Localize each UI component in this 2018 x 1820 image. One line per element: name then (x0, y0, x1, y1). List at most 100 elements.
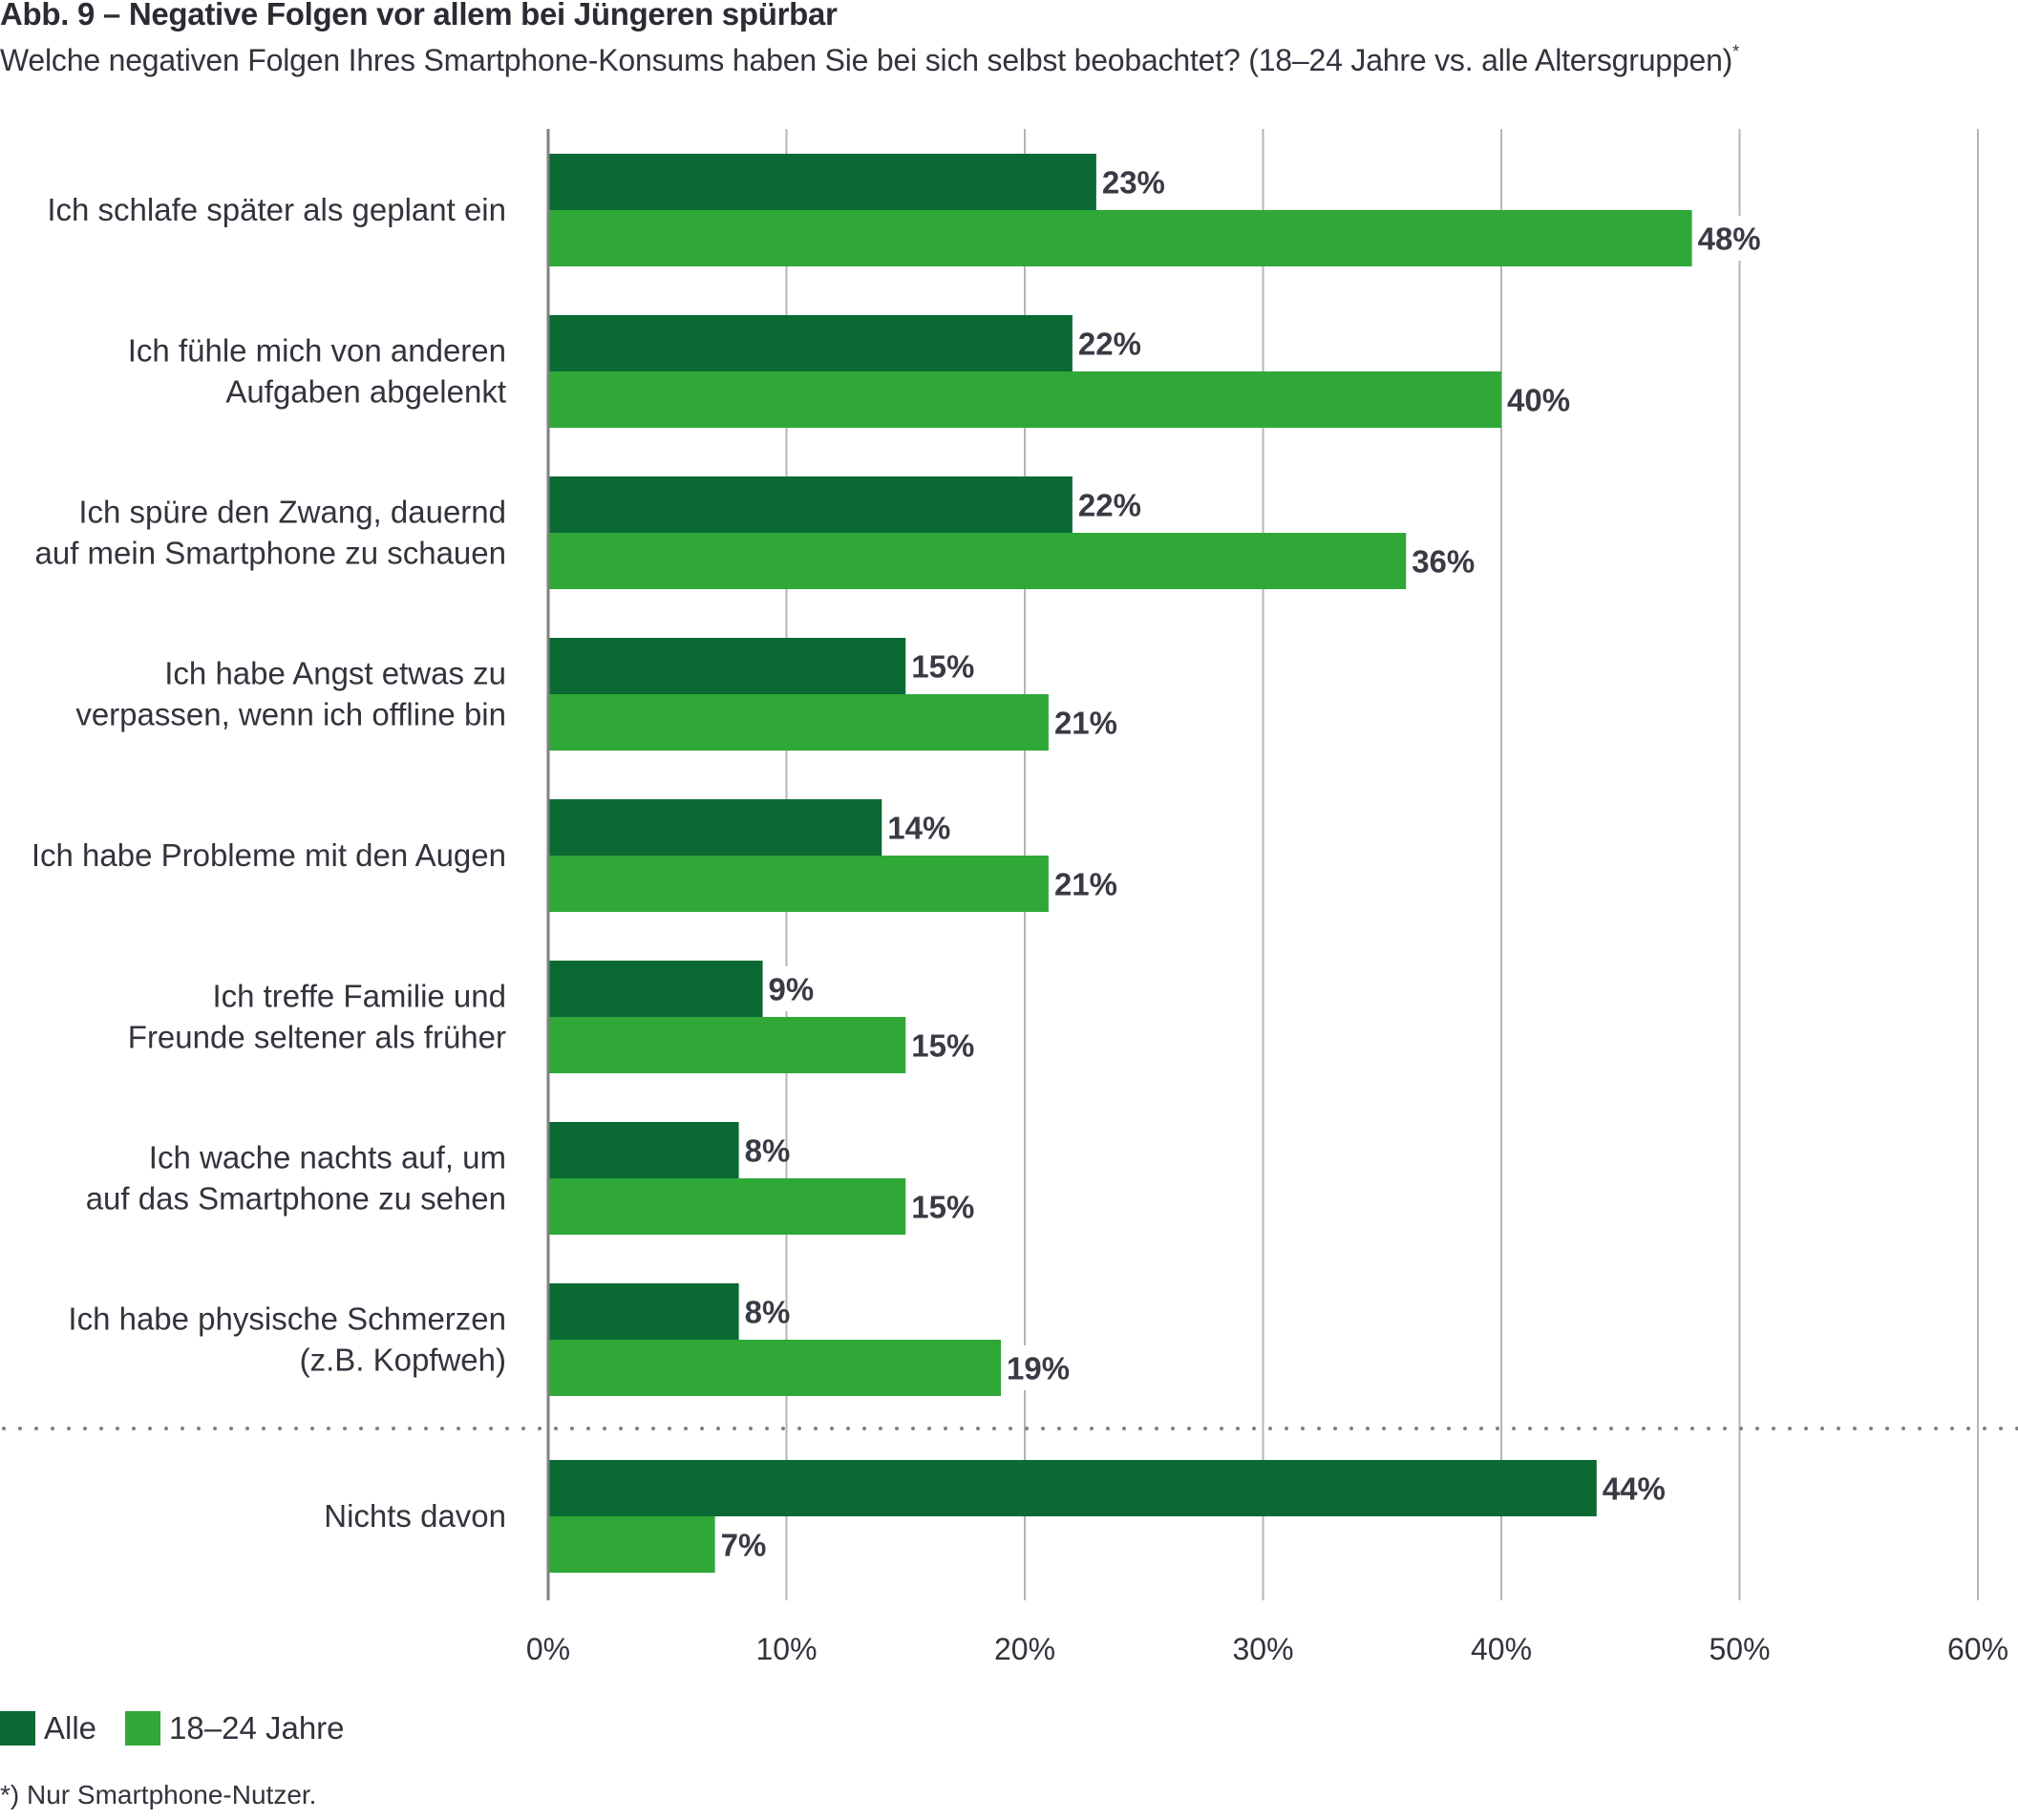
category-label-line: Ich treffe Familie und (212, 979, 506, 1014)
value-label: 7% (721, 1528, 767, 1563)
value-label: 14% (887, 811, 950, 846)
value-label-bg (1051, 861, 1111, 906)
value-label-bg (1051, 700, 1111, 745)
category-label-line: auf das Smartphone zu sehen (86, 1181, 506, 1217)
category-label-line: Ich wache nachts auf, um (149, 1140, 506, 1175)
category-label-line: Nichts davon (324, 1498, 506, 1534)
category-label-line: (z.B. Kopfweh) (300, 1343, 506, 1378)
category-label: Ich habe physische Schmerzen (z.B. Kopfwe… (68, 1302, 506, 1378)
bar-18-24 (548, 694, 1049, 751)
category-label-line: Ich habe physische Schmerzen (68, 1302, 506, 1337)
category-label-line: Freunde seltener als früher (128, 1020, 506, 1055)
value-label-bg (1600, 1466, 1659, 1511)
value-label: 8% (745, 1133, 791, 1169)
value-label-bg (718, 1522, 759, 1567)
bar-18-24 (548, 1017, 906, 1073)
bar-18-24 (548, 533, 1407, 589)
value-label-bg (909, 1184, 968, 1229)
category-label: Ich schlafe später als geplant ein (47, 192, 506, 227)
value-label: 15% (911, 1190, 974, 1225)
bar-alle (548, 638, 906, 694)
value-label-bg (885, 805, 945, 850)
value-label-bg (1695, 216, 1754, 261)
value-labels: 23% 22% 22% 15% 14% 9% 8% 8% 44% 48% 40% 36% 21% 21% 1… (718, 159, 1761, 1567)
category-label-line: Ich spüre den Zwang, dauernd (78, 495, 506, 530)
footnote: *) Nur Smartphone-Nutzer. (0, 1780, 317, 1809)
x-tick-label: 40% (1471, 1632, 1532, 1666)
category-label: Ich habe Probleme mit den Augen (32, 837, 506, 873)
legend-label-alle: Alle (44, 1710, 97, 1746)
bar-18-24 (548, 1516, 715, 1573)
legend-swatch-alle (0, 1711, 35, 1746)
x-tick-label: 20% (994, 1632, 1055, 1666)
value-label-bg (742, 1128, 783, 1173)
value-label-bg (909, 1023, 968, 1068)
category-label-line: Ich schlafe später als geplant ein (47, 192, 506, 227)
value-label-bg (742, 1289, 783, 1334)
x-tick-label: 50% (1709, 1632, 1770, 1666)
legend-swatch-18-24 (125, 1711, 161, 1746)
bar-chart: 23% 22% 22% 15% 14% 9% 8% 8% 44% 48% 40% 36% 21% 21% 1… (2, 129, 2018, 1666)
value-label: 36% (1412, 544, 1475, 580)
bar-alle (548, 315, 1073, 371)
value-label-bg (1410, 539, 1469, 583)
legend-item-18-24: 18–24 Jahre (125, 1710, 345, 1746)
category-label-line: Ich habe Probleme mit den Augen (32, 837, 506, 873)
bar-alle (548, 476, 1073, 533)
bar-18-24 (548, 1340, 1002, 1396)
category-label: Ich habe Angst etwas zu verpassen, wenn i… (75, 656, 506, 732)
bar-18-24 (548, 210, 1692, 266)
category-label: Nichts davon (324, 1498, 506, 1534)
category-label: Ich fühle mich von anderen Aufgaben abgel… (128, 333, 506, 410)
value-label: 15% (911, 649, 974, 685)
x-tick-label: 0% (526, 1632, 570, 1666)
x-tick-label: 30% (1232, 1632, 1293, 1666)
bar-alle (548, 154, 1096, 210)
value-label-bg (1005, 1345, 1064, 1390)
value-label: 21% (1054, 706, 1117, 741)
bar-18-24 (548, 856, 1049, 912)
category-label-line: Ich habe Angst etwas zu (164, 656, 506, 691)
value-label: 48% (1698, 222, 1761, 257)
x-tick-label: 60% (1947, 1632, 2008, 1666)
category-label-line: Ich fühle mich von anderen (128, 333, 506, 369)
category-labels: Ich schlafe später als geplant ein Ich fü… (32, 192, 506, 1534)
value-label: 22% (1078, 327, 1141, 362)
value-label: 44% (1603, 1471, 1666, 1507)
category-label-line: verpassen, wenn ich offline bin (75, 697, 506, 732)
x-tick-label: 10% (755, 1632, 817, 1666)
value-label: 21% (1054, 867, 1117, 902)
bar-alle (548, 1283, 739, 1340)
category-label: Ich spüre den Zwang, dauernd auf mein Sma… (35, 495, 506, 571)
bar-alle (548, 1460, 1597, 1516)
category-label-line: Aufgaben abgelenkt (225, 374, 506, 410)
value-label-bg (909, 644, 968, 688)
chart-title: Abb. 9 – Negative Folgen vor allem bei J… (0, 0, 838, 32)
value-label: 15% (911, 1028, 974, 1064)
legend: Alle 18–24 Jahre (0, 1709, 373, 1747)
bar-18-24 (548, 371, 1501, 428)
chart-subtitle: Welche negativen Folgen Ihres Smartphone… (0, 42, 1739, 78)
value-label-bg (1505, 377, 1563, 422)
category-label: Ich wache nachts auf, um auf das Smartpho… (86, 1140, 506, 1217)
subtitle-text: Welche negativen Folgen Ihres Smartphone… (0, 43, 1733, 77)
category-label: Ich treffe Familie und Freunde seltener a… (128, 979, 506, 1055)
legend-item-alle: Alle (0, 1710, 96, 1746)
bar-18-24 (548, 1178, 906, 1235)
value-label-bg (1075, 321, 1135, 366)
value-label: 22% (1078, 488, 1141, 523)
value-label: 23% (1102, 165, 1165, 201)
footnote-marker: * (1732, 42, 1739, 61)
x-tick-labels: 0% 10% 20% 30% 40% 50% 60% (526, 1632, 2008, 1666)
bar-alle (548, 961, 763, 1017)
value-label: 8% (745, 1295, 791, 1330)
value-label: 40% (1507, 383, 1570, 418)
legend-label-18-24: 18–24 Jahre (169, 1710, 345, 1746)
value-label: 9% (769, 972, 815, 1007)
bar-alle (548, 799, 882, 856)
value-label-bg (766, 966, 807, 1011)
bar-alle (548, 1122, 739, 1178)
value-label: 19% (1007, 1351, 1070, 1386)
value-label-bg (1099, 159, 1158, 204)
value-label-bg (1075, 482, 1135, 527)
